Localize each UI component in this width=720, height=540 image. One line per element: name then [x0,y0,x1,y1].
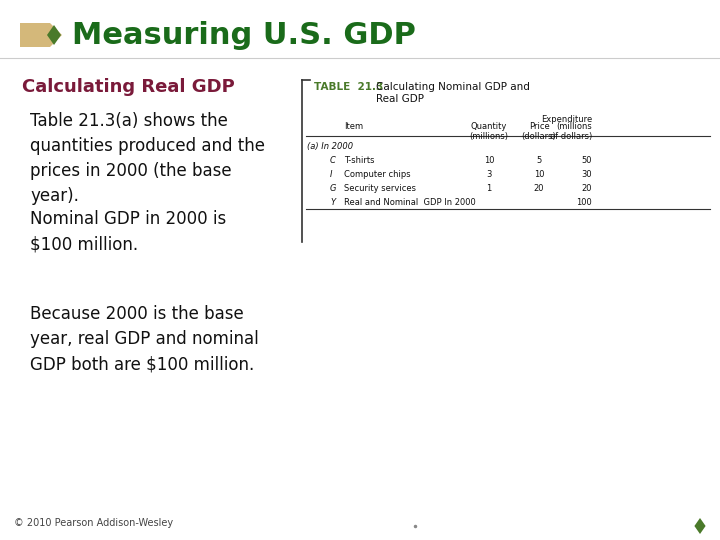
Text: (millions
of dollars): (millions of dollars) [550,122,592,141]
Text: Security services: Security services [344,184,416,193]
Polygon shape [694,518,706,534]
Text: © 2010 Pearson Addison-Wesley: © 2010 Pearson Addison-Wesley [14,518,173,528]
Text: Because 2000 is the base
year, real GDP and nominal
GDP both are $100 million.: Because 2000 is the base year, real GDP … [30,305,258,373]
Text: 3: 3 [486,170,492,179]
Text: Calculating Real GDP: Calculating Real GDP [22,78,235,96]
Text: 20: 20 [534,184,544,193]
Text: Measuring U.S. GDP: Measuring U.S. GDP [72,21,416,50]
Text: Y: Y [330,198,335,207]
Text: Computer chips: Computer chips [344,170,410,179]
Text: 100: 100 [576,198,592,207]
Text: Real and Nominal  GDP In 2000: Real and Nominal GDP In 2000 [344,198,476,207]
Text: Price
(dollars): Price (dollars) [521,122,557,141]
Text: T-shirts: T-shirts [344,156,374,165]
Text: I: I [330,170,333,179]
Text: G: G [330,184,336,193]
Text: 5: 5 [536,156,541,165]
Text: Calculating Nominal GDP and
Real GDP: Calculating Nominal GDP and Real GDP [376,82,530,104]
Text: 10: 10 [534,170,544,179]
Text: Item: Item [344,122,363,131]
Text: 30: 30 [581,170,592,179]
Text: 1: 1 [487,184,492,193]
Text: C: C [330,156,336,165]
Text: 50: 50 [582,156,592,165]
Text: Expenditure: Expenditure [541,115,592,124]
Text: Quantity
(millions): Quantity (millions) [469,122,508,141]
Text: Nominal GDP in 2000 is
$100 million.: Nominal GDP in 2000 is $100 million. [30,210,226,253]
Polygon shape [20,23,62,47]
Text: Table 21.3(a) shows the
quantities produced and the
prices in 2000 (the base
yea: Table 21.3(a) shows the quantities produ… [30,112,265,205]
Text: (a) In 2000: (a) In 2000 [307,142,353,151]
Text: 10: 10 [484,156,494,165]
Text: 20: 20 [582,184,592,193]
Polygon shape [47,25,61,45]
Text: TABLE  21.3: TABLE 21.3 [314,82,383,92]
